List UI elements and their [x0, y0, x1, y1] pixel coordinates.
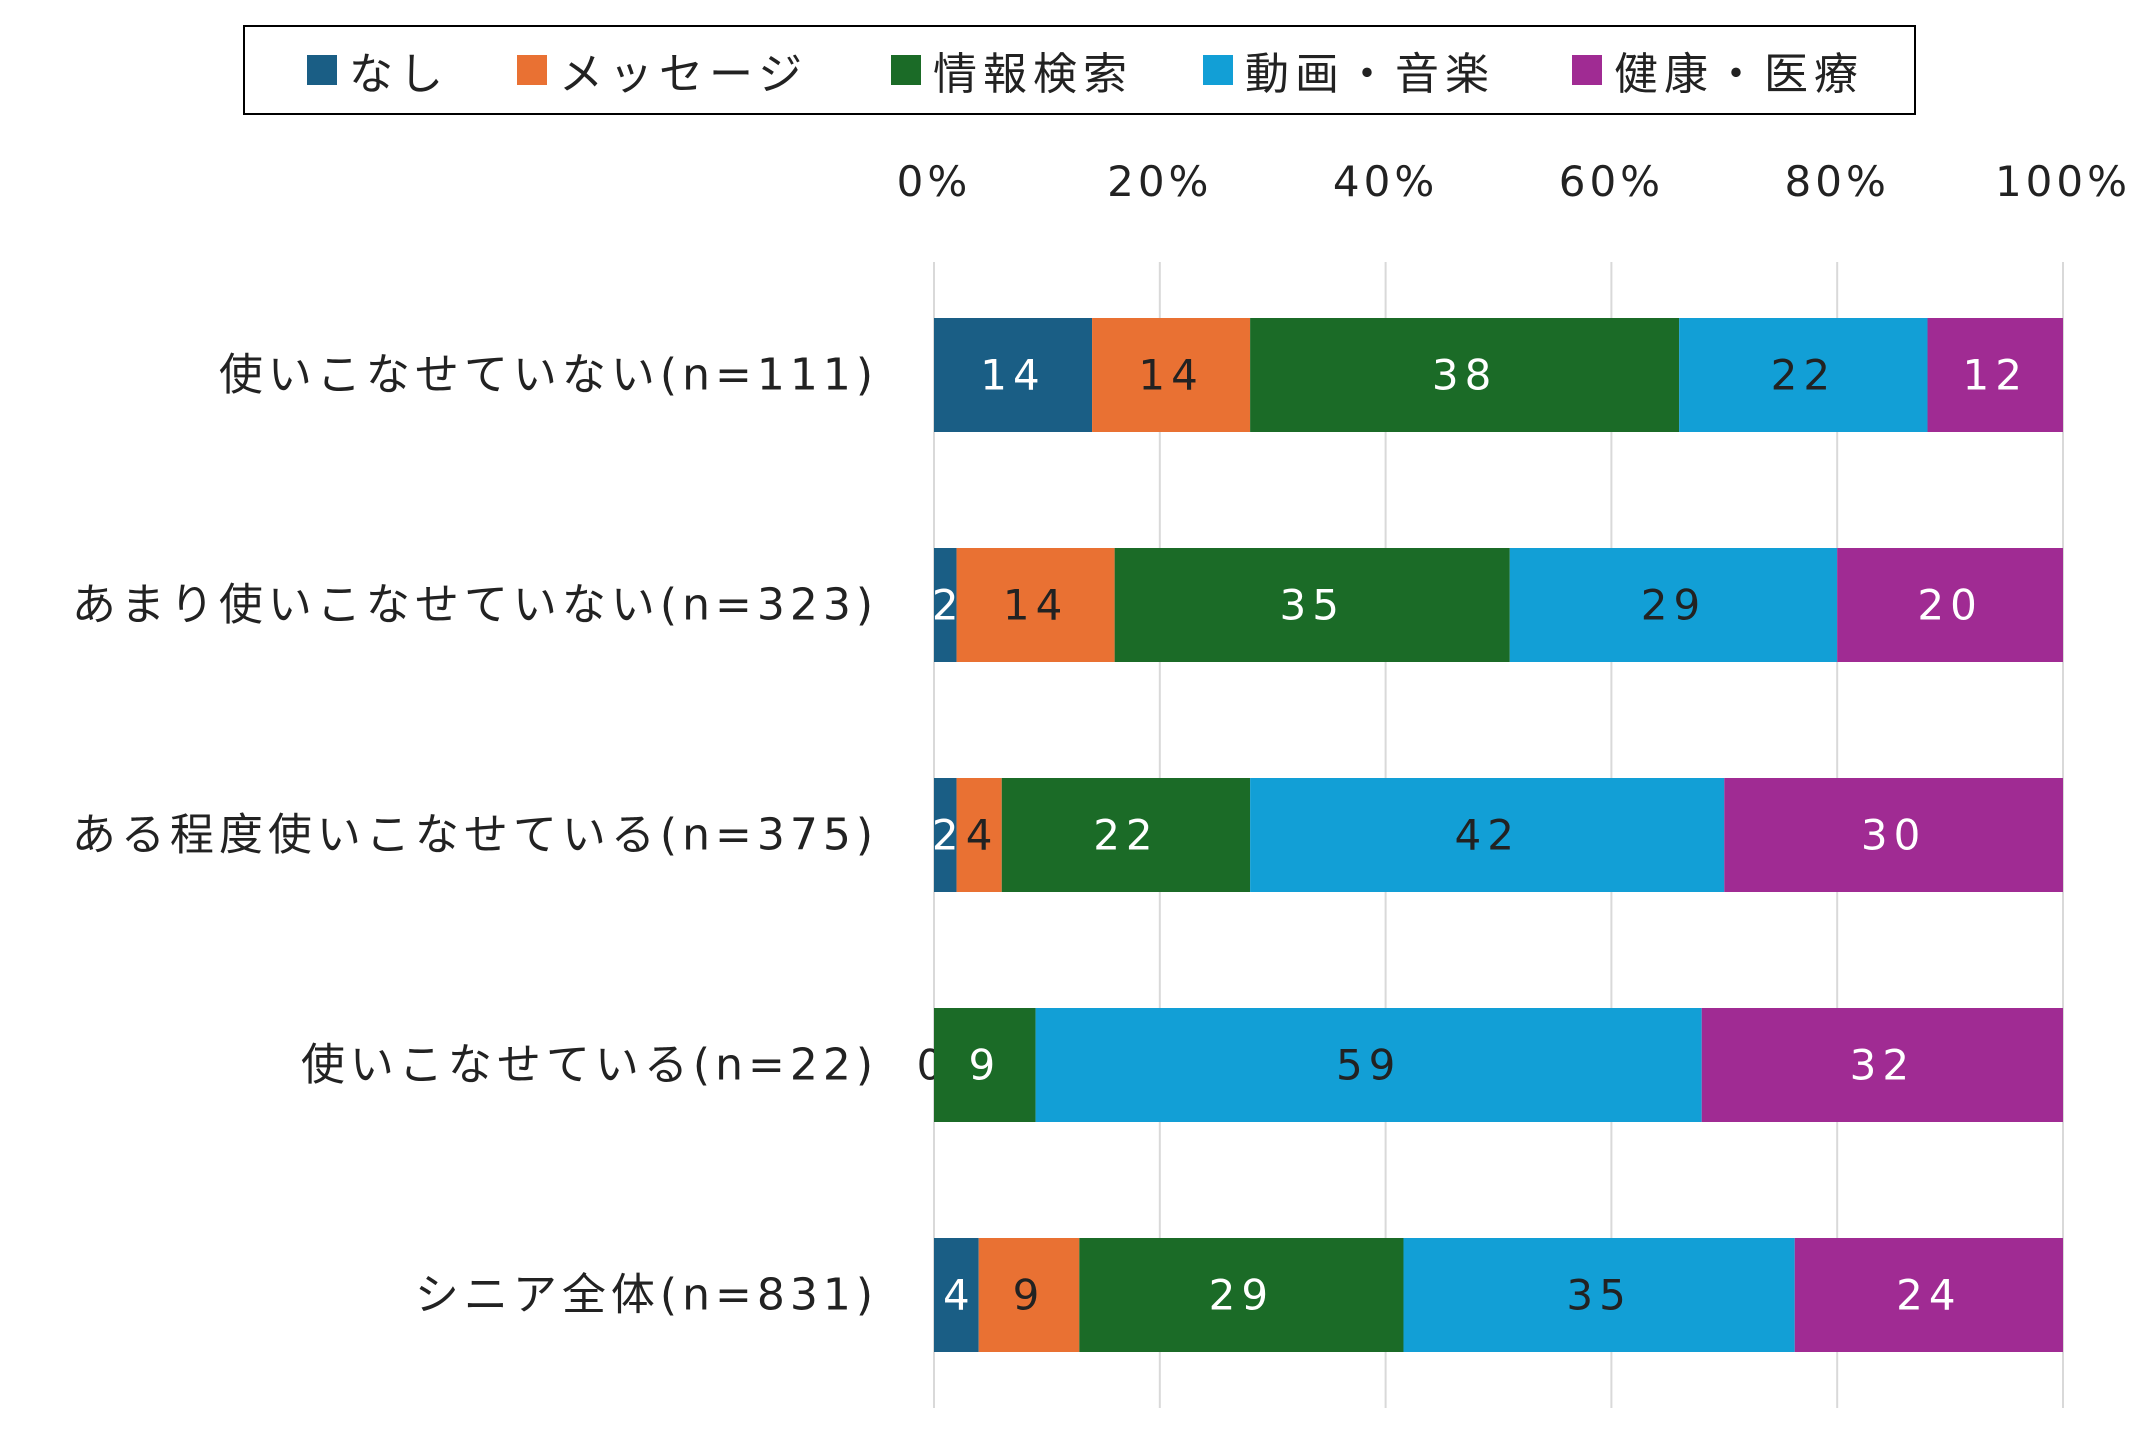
- category-label: ある程度使いこなせている(n=375): [72, 810, 878, 861]
- data-label: 29: [1209, 1271, 1274, 1320]
- bar-segment: [934, 1238, 979, 1352]
- legend-item-health-medical: 健康・医療: [1572, 27, 1864, 113]
- bar-segment: [1724, 778, 2063, 892]
- legend-label-video-music: 動画・音楽: [1245, 49, 1495, 100]
- data-label: 4: [943, 1271, 970, 1320]
- legend-item-video-music: 動画・音楽: [1203, 27, 1495, 113]
- data-label: 4: [966, 811, 993, 860]
- legend-label-message: メッセージ: [559, 49, 809, 100]
- legend-label-health-medical: 健康・医療: [1614, 49, 1864, 100]
- category-label: 使いこなせていない(n=111): [219, 350, 878, 401]
- bar-segment: [1114, 548, 1510, 662]
- x-tick-label: 0%: [897, 157, 972, 206]
- bar-segment: [934, 1008, 1036, 1122]
- legend-swatch-health-medical: [1572, 55, 1602, 85]
- data-label: 38: [1432, 351, 1497, 400]
- category-label: シニア全体(n=831): [415, 1270, 878, 1321]
- legend-label-none: なし: [349, 49, 449, 100]
- bar-segment: [934, 318, 1093, 432]
- bar-segment: [1837, 548, 2063, 662]
- data-label: 22: [1771, 351, 1836, 400]
- data-label: 59: [1336, 1041, 1401, 1090]
- bar-segment: [956, 778, 1002, 892]
- data-label: 14: [980, 351, 1045, 400]
- bar-segment: [956, 548, 1115, 662]
- data-label: 2: [932, 581, 959, 630]
- bar-segment: [1079, 1238, 1404, 1352]
- bar-segment: [934, 548, 957, 662]
- bar-segment: [1403, 1238, 1795, 1352]
- data-label: 24: [1896, 1271, 1961, 1320]
- legend-swatch-message: [517, 55, 547, 85]
- category-label: 使いこなせている(n=22): [301, 1040, 878, 1091]
- legend: なし メッセージ 情報検索 動画・音楽 健康・医療: [243, 25, 1916, 115]
- data-label: 42: [1454, 811, 1519, 860]
- data-label: 9: [968, 1041, 1001, 1090]
- data-label: 9: [1013, 1271, 1046, 1320]
- legend-swatch-info-search: [891, 55, 921, 85]
- category-label: あまり使いこなせていない(n=323): [72, 580, 878, 631]
- x-tick-label: 100%: [1995, 157, 2131, 206]
- x-tick-label: 40%: [1333, 157, 1438, 206]
- data-label: 29: [1641, 581, 1706, 630]
- bar-segment: [1250, 778, 1725, 892]
- data-label: 30: [1861, 811, 1926, 860]
- legend-swatch-none: [307, 55, 337, 85]
- bar-segment: [1509, 548, 1838, 662]
- bar-segment: [1250, 318, 1680, 432]
- bar-segment: [1927, 318, 2063, 432]
- data-label: 14: [1003, 581, 1068, 630]
- data-label: 14: [1138, 351, 1203, 400]
- bar-segment: [934, 778, 957, 892]
- legend-label-info-search: 情報検索: [933, 49, 1133, 100]
- legend-item-message: メッセージ: [517, 27, 808, 113]
- bar-segment: [1794, 1238, 2063, 1352]
- legend-item-none: なし: [307, 27, 449, 113]
- legend-swatch-video-music: [1203, 55, 1233, 85]
- legend-item-info-search: 情報検索: [891, 27, 1133, 113]
- x-tick-label: 80%: [1785, 157, 1890, 206]
- data-label: 35: [1279, 581, 1344, 630]
- bar-segment: [1701, 1008, 2063, 1122]
- x-tick-label: 60%: [1559, 157, 1664, 206]
- bar-segment: [1001, 778, 1251, 892]
- data-label: 12: [1963, 351, 2028, 400]
- bar-segment: [978, 1238, 1080, 1352]
- data-label: 22: [1093, 811, 1158, 860]
- x-tick-label: 20%: [1107, 157, 1212, 206]
- data-label: 35: [1566, 1271, 1631, 1320]
- data-label: 2: [932, 811, 959, 860]
- bar-segment: [1092, 318, 1251, 432]
- bar-segment: [1679, 318, 1928, 432]
- data-label: 32: [1850, 1041, 1915, 1090]
- data-label: 20: [1917, 581, 1982, 630]
- bar-segment: [1035, 1008, 1702, 1122]
